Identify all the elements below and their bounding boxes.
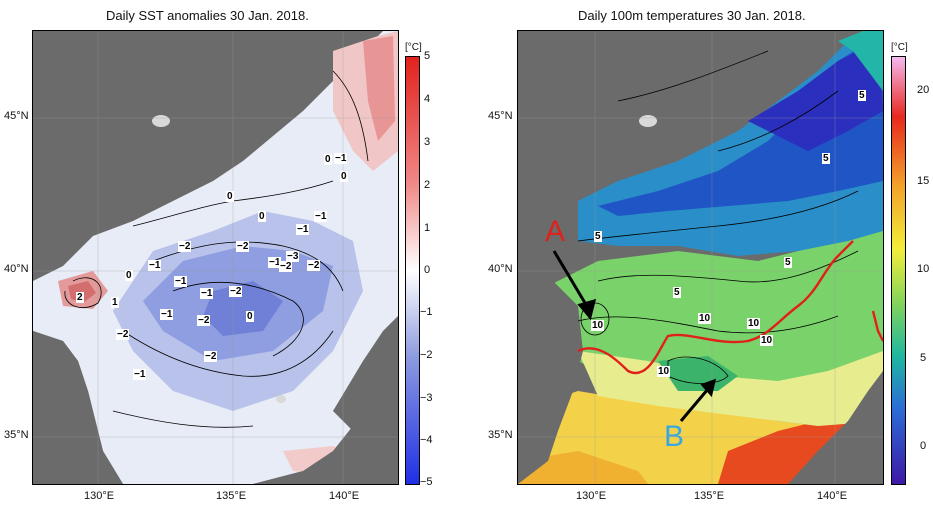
right-panel-title: Daily 100m temperatures 30 Jan. 2018. bbox=[578, 8, 806, 23]
contour-label: −2 bbox=[229, 286, 243, 297]
contour-label: 10 bbox=[760, 335, 774, 346]
contour-label: −1 bbox=[174, 276, 188, 287]
contour-label: 10 bbox=[747, 318, 761, 329]
contour-label: −2 bbox=[197, 315, 211, 326]
contour-label: 5 bbox=[673, 287, 681, 298]
left-panel-title: Daily SST anomalies 30 Jan. 2018. bbox=[106, 8, 309, 23]
contour-label: 2 bbox=[76, 292, 84, 303]
right-cbar-tick: 5 bbox=[920, 352, 927, 364]
left-cbar-tick: −3 bbox=[420, 392, 433, 404]
right-colorbar-unit: [°C] bbox=[891, 42, 908, 53]
lat-label-35: 35°N bbox=[488, 429, 513, 441]
front-line bbox=[577, 240, 854, 375]
lon-label-140: 140°E bbox=[329, 490, 360, 502]
annotation-a: A bbox=[545, 215, 566, 248]
lon-label-135: 135°E bbox=[216, 490, 247, 502]
lat-label-40: 40°N bbox=[4, 263, 29, 275]
left-cbar-tick: 1 bbox=[424, 222, 431, 234]
left-cbar-tick: 5 bbox=[424, 50, 431, 62]
contour-label: 5 bbox=[858, 90, 866, 101]
temp-100m-map bbox=[517, 30, 884, 485]
sst-anomaly-map-svg bbox=[33, 31, 398, 484]
left-cbar-tick: 0 bbox=[424, 264, 431, 276]
contour-label: 0 bbox=[324, 154, 332, 165]
left-cbar-tick: 2 bbox=[424, 179, 431, 191]
left-cbar-tick: −5 bbox=[420, 476, 433, 488]
left-cbar-tick: −1 bbox=[420, 306, 433, 318]
contour-label: −2 bbox=[178, 241, 192, 252]
contour-label: 0 bbox=[125, 270, 133, 281]
contour-label: −1 bbox=[200, 288, 214, 299]
contour-label: −1 bbox=[334, 153, 348, 164]
left-cbar-tick: −2 bbox=[420, 349, 433, 361]
left-colorbar bbox=[405, 56, 420, 485]
lat-label-40: 40°N bbox=[488, 263, 513, 275]
contour-label: 10 bbox=[698, 313, 712, 324]
right-cbar-tick: 10 bbox=[917, 263, 930, 275]
island bbox=[276, 395, 286, 403]
lon-label-135: 135°E bbox=[694, 490, 725, 502]
contour-label: 10 bbox=[657, 366, 671, 377]
contour-label: −2 bbox=[236, 241, 250, 252]
lon-label-130: 130°E bbox=[576, 490, 607, 502]
island bbox=[152, 115, 170, 127]
contour-label: −1 bbox=[148, 260, 162, 271]
left-cbar-tick: −4 bbox=[420, 434, 433, 446]
korea-land bbox=[33, 331, 123, 484]
lon-label-140: 140°E bbox=[817, 490, 848, 502]
lon-label-130: 130°E bbox=[84, 490, 115, 502]
contour-label: −1 bbox=[296, 224, 310, 235]
right-cbar-tick: 0 bbox=[920, 440, 927, 452]
temp-100m-map-svg bbox=[518, 31, 883, 484]
contour-label: −2 bbox=[204, 351, 218, 362]
contour-label: 0 bbox=[246, 311, 254, 322]
left-colorbar-unit: [°C] bbox=[405, 42, 422, 53]
contour-label: 0 bbox=[340, 171, 348, 182]
contour-label: 0 bbox=[226, 191, 234, 202]
sst-anomaly-map bbox=[32, 30, 399, 485]
contour-label: 5 bbox=[594, 231, 602, 242]
contour-label: −1 bbox=[268, 257, 282, 268]
right-cbar-tick: 15 bbox=[917, 175, 930, 187]
contour-label: 0 bbox=[258, 211, 266, 222]
lat-label-45: 45°N bbox=[488, 110, 513, 122]
contour-label: 1 bbox=[111, 297, 119, 308]
contour-label: 10 bbox=[591, 320, 605, 331]
japan-land bbox=[253, 331, 398, 484]
contour-label: −2 bbox=[279, 261, 293, 272]
contour-label: −1 bbox=[160, 309, 174, 320]
contour-label: 5 bbox=[822, 153, 830, 164]
contour-label: −2 bbox=[116, 329, 130, 340]
lat-label-45: 45°N bbox=[4, 110, 29, 122]
left-cbar-tick: 3 bbox=[424, 136, 431, 148]
contour-label: −2 bbox=[307, 260, 321, 271]
right-cbar-tick: 20 bbox=[917, 84, 930, 96]
contour-label: −1 bbox=[314, 211, 328, 222]
contour-label: −3 bbox=[286, 251, 300, 262]
contour-label: 5 bbox=[784, 257, 792, 268]
right-colorbar bbox=[891, 56, 906, 485]
annotation-b: B bbox=[664, 420, 685, 453]
lat-label-35: 35°N bbox=[4, 429, 29, 441]
left-cbar-tick: 4 bbox=[424, 93, 431, 105]
contour-label: −1 bbox=[133, 369, 147, 380]
